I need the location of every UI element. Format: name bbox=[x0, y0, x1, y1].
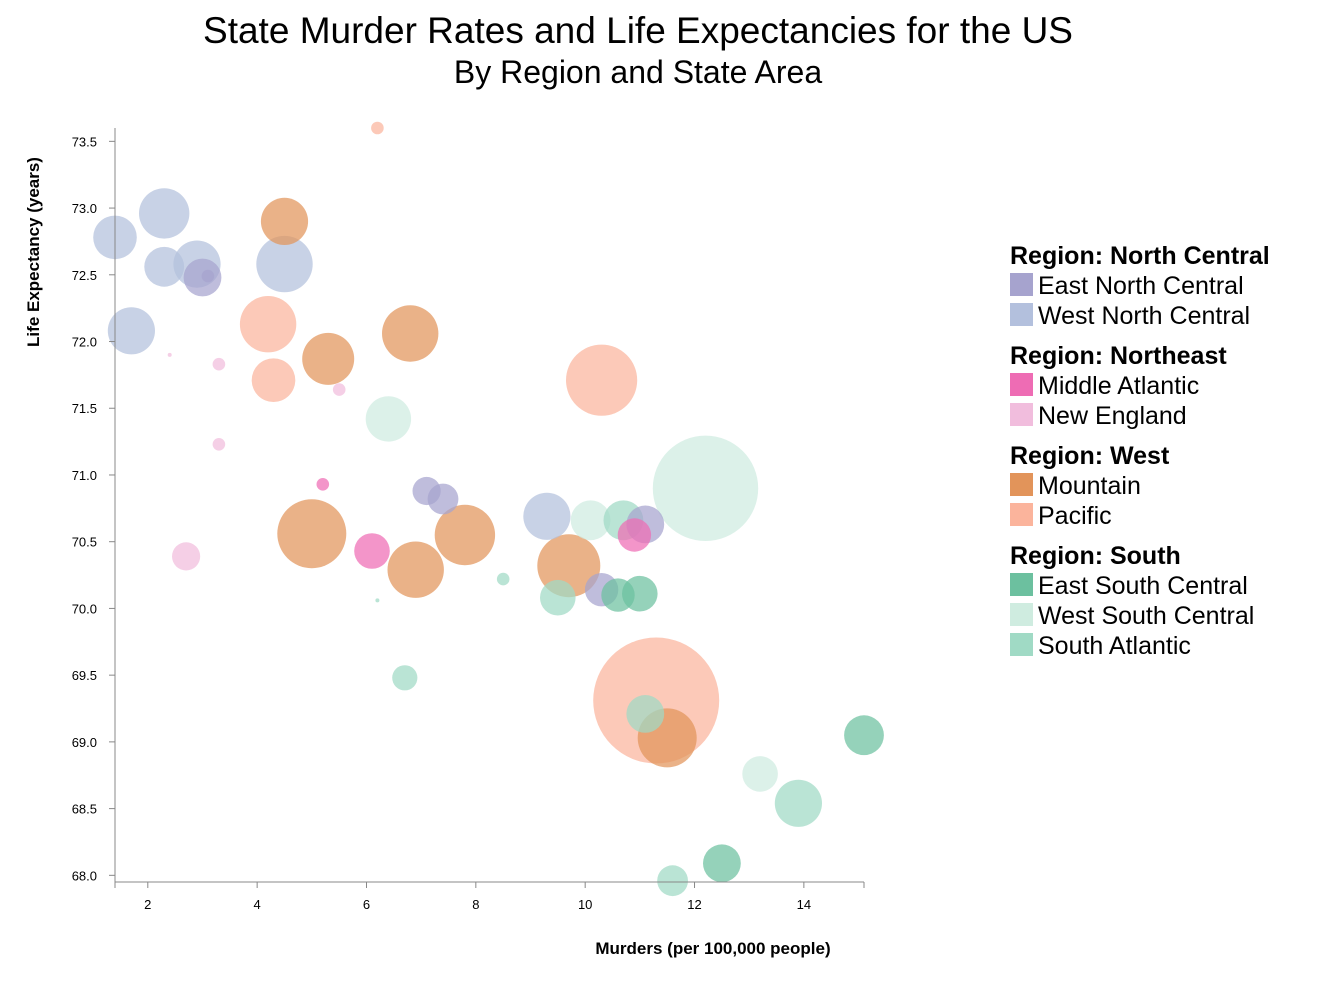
y-tick-label: 68.5 bbox=[72, 802, 97, 817]
data-point bbox=[172, 542, 201, 571]
legend-swatch bbox=[1010, 633, 1033, 656]
data-point bbox=[496, 572, 510, 586]
y-tick-label: 70.0 bbox=[72, 601, 97, 616]
data-point bbox=[703, 844, 741, 883]
y-tick-label: 72.0 bbox=[72, 335, 97, 350]
x-tick-label: 12 bbox=[687, 897, 701, 912]
y-axis: 68.0 68.5 69.0 69.5 70.0 70.5 71.0 71.5 72.0 72.5… bbox=[72, 128, 116, 883]
y-tick-label: 73.0 bbox=[72, 201, 97, 216]
legend-swatch bbox=[1010, 603, 1033, 626]
data-point bbox=[382, 305, 439, 362]
legend-item-label: East North Central bbox=[1038, 272, 1244, 300]
data-point bbox=[212, 438, 226, 451]
data-point bbox=[239, 296, 297, 353]
y-tick-label: 71.0 bbox=[72, 468, 97, 483]
data-point bbox=[523, 492, 571, 540]
data-point bbox=[652, 435, 759, 541]
y-tick-label: 69.0 bbox=[72, 735, 97, 750]
legend-item-label: Mountain bbox=[1038, 472, 1141, 500]
x-axis: 2 4 6 8 10 12 14 bbox=[114, 881, 865, 912]
data-point bbox=[316, 478, 330, 491]
data-point bbox=[774, 779, 823, 827]
legend-item-label: West South Central bbox=[1038, 602, 1254, 630]
x-tick-label: 8 bbox=[472, 897, 479, 912]
legend-item-label: East South Central bbox=[1038, 572, 1248, 600]
chart-subtitle: By Region and State Area bbox=[454, 54, 822, 90]
data-point bbox=[617, 518, 652, 552]
legend-item-label: New England bbox=[1038, 402, 1187, 430]
x-tick-label: 2 bbox=[144, 897, 151, 912]
data-point bbox=[212, 357, 226, 371]
y-axis-title: Life Expectancy (years) bbox=[24, 157, 43, 347]
data-point bbox=[657, 865, 688, 897]
data-point bbox=[844, 715, 884, 756]
x-tick-label: 10 bbox=[578, 897, 592, 912]
data-point bbox=[540, 579, 576, 616]
data-points bbox=[93, 121, 884, 897]
chart-title: State Murder Rates and Life Expectancies… bbox=[203, 10, 1073, 51]
legend-swatch bbox=[1010, 273, 1033, 296]
data-point bbox=[302, 332, 355, 385]
y-tick-label: 69.5 bbox=[72, 668, 97, 683]
data-point bbox=[256, 235, 313, 293]
data-point bbox=[392, 665, 418, 691]
x-tick-label: 4 bbox=[254, 897, 261, 912]
legend-item-label: Pacific bbox=[1038, 502, 1112, 530]
legend-swatch bbox=[1010, 473, 1033, 496]
legend-item-label: South Atlantic bbox=[1038, 632, 1191, 660]
legend-swatch bbox=[1010, 403, 1033, 426]
data-point bbox=[107, 307, 155, 355]
data-point bbox=[742, 756, 778, 792]
legend-group-title: Region: West bbox=[1010, 442, 1170, 470]
data-point bbox=[167, 352, 172, 357]
data-point bbox=[139, 188, 190, 239]
data-point bbox=[354, 533, 390, 569]
legend-item-label: Middle Atlantic bbox=[1038, 372, 1199, 400]
y-tick-label: 73.5 bbox=[72, 134, 97, 149]
legend-group-title: Region: Northeast bbox=[1010, 342, 1227, 370]
data-point bbox=[371, 121, 384, 135]
data-point bbox=[434, 504, 496, 566]
data-point bbox=[251, 358, 296, 403]
data-point bbox=[387, 541, 444, 598]
data-point bbox=[260, 197, 309, 245]
data-point bbox=[601, 578, 635, 612]
legend-swatch bbox=[1010, 503, 1033, 526]
data-point bbox=[365, 396, 412, 442]
legend-swatch bbox=[1010, 303, 1033, 326]
y-tick-label: 71.5 bbox=[72, 401, 97, 416]
y-tick-label: 70.5 bbox=[72, 535, 97, 550]
data-point bbox=[570, 500, 611, 541]
data-point bbox=[277, 499, 347, 569]
legend-swatch bbox=[1010, 573, 1033, 596]
data-point bbox=[375, 598, 380, 603]
data-point bbox=[201, 269, 215, 283]
legend-group-title: Region: North Central bbox=[1010, 242, 1270, 270]
legend-swatch bbox=[1010, 373, 1033, 396]
data-point bbox=[412, 476, 441, 506]
x-tick-label: 6 bbox=[363, 897, 370, 912]
legend-group-title: Region: South bbox=[1010, 542, 1181, 570]
x-axis-title: Murders (per 100,000 people) bbox=[595, 939, 830, 958]
legend-item-label: West North Central bbox=[1038, 302, 1250, 330]
x-tick-label: 14 bbox=[797, 897, 811, 912]
y-tick-label: 68.0 bbox=[72, 868, 97, 883]
data-point bbox=[626, 695, 665, 733]
data-point bbox=[566, 344, 638, 416]
data-point bbox=[144, 246, 185, 287]
data-point bbox=[332, 383, 346, 396]
y-tick-label: 72.5 bbox=[72, 268, 97, 283]
